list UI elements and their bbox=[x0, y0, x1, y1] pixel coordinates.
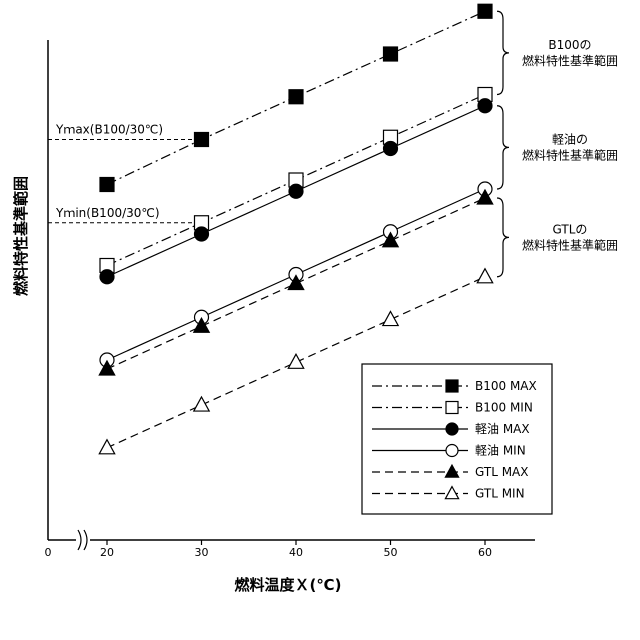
data-point-marker bbox=[446, 402, 458, 414]
x-axis-title: 燃料温度Ｘ(℃) bbox=[235, 576, 342, 594]
range-label-line2: 燃料特性基準範囲 bbox=[522, 237, 618, 252]
range-brace bbox=[497, 11, 509, 94]
x-ticks: 20 30 40 50 60 bbox=[100, 540, 492, 559]
data-point-marker bbox=[446, 423, 458, 435]
x-tick-label: 30 bbox=[195, 546, 209, 559]
range-braces: B100の燃料特性基準範囲軽油の燃料特性基準範囲GTLの燃料特性基準範囲 bbox=[497, 11, 618, 277]
data-point-marker bbox=[99, 440, 114, 454]
legend-label: 軽油 MAX bbox=[475, 422, 530, 436]
legend-label: B100 MIN bbox=[475, 401, 533, 415]
range-brace bbox=[497, 106, 509, 189]
data-point-marker bbox=[288, 354, 303, 368]
series-b100-min bbox=[100, 88, 492, 273]
data-point-marker bbox=[289, 184, 303, 198]
range-label-line1: B100の bbox=[548, 38, 591, 52]
data-point-marker bbox=[289, 90, 303, 104]
x-tick-label: 40 bbox=[289, 546, 303, 559]
ymin-label: Yｍin(B100/30℃) bbox=[55, 206, 160, 220]
data-point-marker bbox=[446, 380, 458, 392]
data-point-marker bbox=[195, 133, 209, 147]
data-point-marker bbox=[477, 269, 492, 283]
x-tick-label: 50 bbox=[384, 546, 398, 559]
range-label-line1: GTLの bbox=[553, 222, 588, 236]
ymax-label: Yｍax(B100/30℃) bbox=[55, 123, 163, 137]
x-tick-label: 20 bbox=[100, 546, 114, 559]
x-origin-label: 0 bbox=[45, 546, 52, 559]
data-point-marker bbox=[384, 47, 398, 61]
legend-label: B100 MAX bbox=[475, 379, 537, 393]
legend-label: GTL MIN bbox=[475, 487, 525, 501]
legend-label: 軽油 MIN bbox=[475, 444, 526, 458]
data-point-marker bbox=[383, 311, 398, 325]
range-brace bbox=[497, 198, 509, 277]
range-label-line2: 燃料特性基準範囲 bbox=[522, 147, 618, 162]
legend: B100 MAX B100 MIN 軽油 MAX 軽油 MIN GTL MAX GTL M… bbox=[362, 364, 552, 514]
legend-label: GTL MAX bbox=[475, 465, 528, 479]
range-label-line2: 燃料特性基準範囲 bbox=[522, 53, 618, 68]
axis-break-mark bbox=[78, 530, 87, 550]
data-point-marker bbox=[195, 227, 209, 241]
data-point-marker bbox=[446, 445, 458, 457]
x-tick-label: 60 bbox=[478, 546, 492, 559]
y-axis-title: 燃料特性基準範囲 bbox=[12, 176, 30, 296]
data-point-marker bbox=[100, 178, 114, 192]
range-label-line1: 軽油の bbox=[552, 132, 588, 146]
data-point-marker bbox=[100, 270, 114, 284]
data-point-marker bbox=[478, 4, 492, 18]
series-b100-max bbox=[100, 4, 492, 191]
data-point-marker bbox=[194, 397, 209, 411]
data-point-marker bbox=[384, 142, 398, 156]
data-point-marker bbox=[478, 99, 492, 113]
